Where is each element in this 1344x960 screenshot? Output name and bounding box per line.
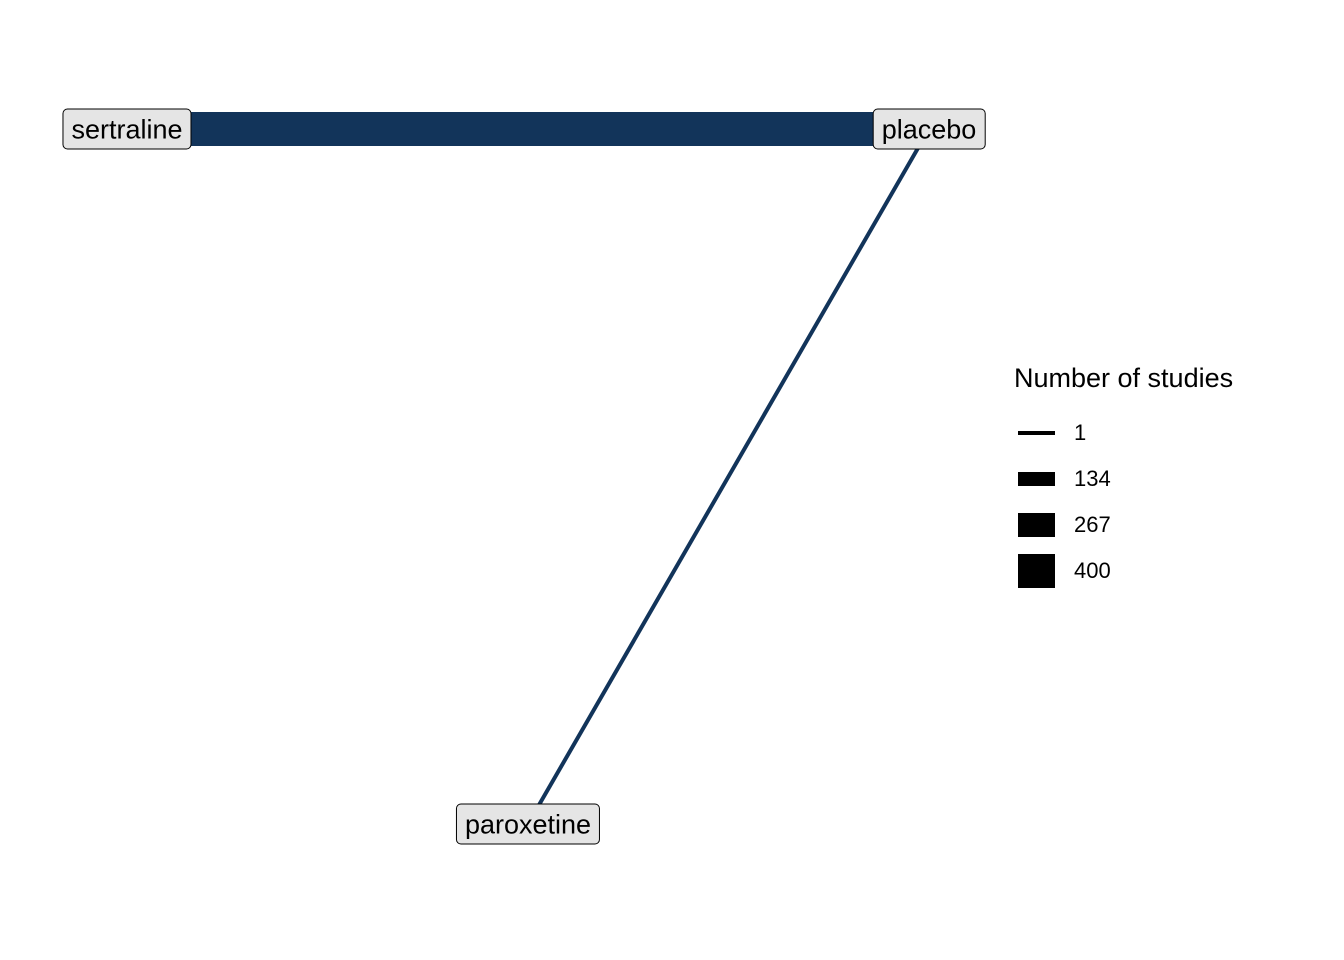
legend-swatch-134 — [1018, 472, 1055, 486]
legend-label-400: 400 — [1074, 558, 1111, 583]
legend-item-400: 400 — [1014, 548, 1334, 594]
legend: Number of studies 1 134 267 400 — [1014, 360, 1334, 594]
edge-placebo-paroxetine — [526, 128, 931, 825]
legend-label-134: 134 — [1074, 466, 1111, 491]
legend-label-267: 267 — [1074, 512, 1111, 537]
edges-group — [127, 112, 931, 825]
legend-key-400 — [1014, 548, 1060, 594]
legend-swatch-400 — [1018, 554, 1055, 588]
legend-key-134 — [1014, 456, 1060, 502]
legend-key-267 — [1014, 502, 1060, 548]
legend-label-1: 1 — [1074, 420, 1087, 445]
node-paroxetine: paroxetine — [455, 803, 601, 845]
legend-item-134: 134 — [1014, 456, 1334, 502]
legend-item-267: 267 — [1014, 502, 1334, 548]
legend-swatch-1 — [1018, 431, 1055, 435]
legend-title: Number of studies — [1014, 363, 1234, 393]
legend-item-1: 1 — [1014, 410, 1334, 456]
node-placebo: placebo — [872, 108, 986, 150]
legend-swatch-267 — [1018, 513, 1055, 537]
legend-key-1 — [1014, 410, 1060, 456]
node-sertraline: sertraline — [62, 108, 192, 150]
